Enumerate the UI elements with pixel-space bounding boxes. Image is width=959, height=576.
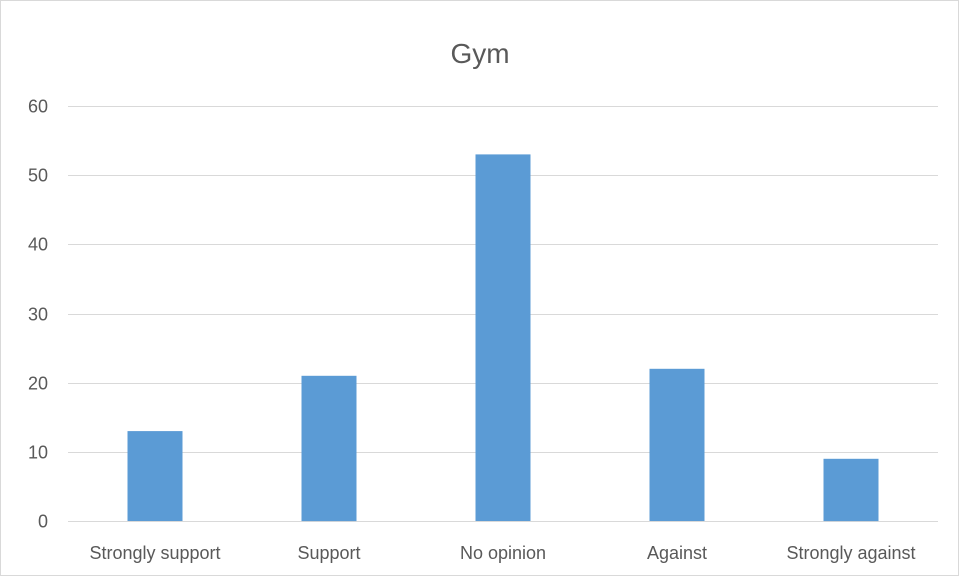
bar-support (301, 375, 357, 522)
x-tick-label: Strongly support (89, 543, 220, 563)
bar-no-opinion (475, 154, 531, 521)
x-axis-ticks: Strongly support Support No opinion Against… (89, 543, 915, 563)
x-tick-label: No opinion (460, 543, 546, 563)
x-tick-label: Against (647, 543, 707, 563)
y-tick-label: 60 (28, 97, 48, 117)
y-tick-label: 0 (38, 512, 48, 532)
bars (127, 154, 879, 522)
bar-strongly-against (823, 458, 879, 522)
x-tick-label: Strongly against (786, 543, 915, 563)
bar-strongly-support (127, 431, 183, 521)
chart-title: Gym (450, 38, 509, 69)
y-tick-label: 10 (28, 443, 48, 463)
y-tick-label: 50 (28, 166, 48, 186)
y-tick-label: 40 (28, 235, 48, 255)
y-axis-ticks: 0 10 20 30 40 50 60 (28, 97, 48, 532)
bar-against (649, 368, 705, 521)
y-tick-label: 30 (28, 305, 48, 325)
y-tick-label: 20 (28, 374, 48, 394)
x-tick-label: Support (297, 543, 360, 563)
